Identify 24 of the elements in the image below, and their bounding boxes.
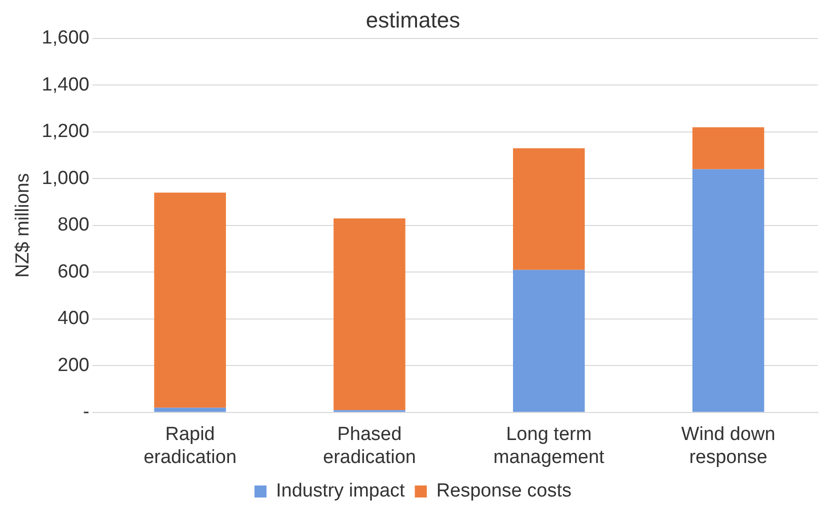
chart-title: estimates (366, 7, 460, 32)
x-tick-label: Long term management (493, 424, 606, 468)
legend-label: Industry impact (276, 480, 406, 502)
y-axis-title: NZ$ millions (12, 173, 34, 278)
bar (692, 127, 764, 170)
x-tick-label: Phased eradication (322, 424, 416, 468)
y-tick-label: 1,200 (42, 121, 90, 142)
x-tick-label: Rapid eradication (144, 424, 237, 468)
y-tick-label: 600 (58, 261, 90, 282)
bar (512, 270, 585, 412)
legend-label: Response costs (436, 480, 572, 502)
y-tick-label: - (83, 402, 90, 423)
y-tick-label: 800 (58, 214, 90, 236)
bar (334, 218, 406, 410)
bar (512, 148, 585, 270)
y-tick-label: 400 (58, 308, 90, 330)
y-tick-label: 200 (58, 354, 90, 376)
bar (154, 408, 226, 412)
bar (154, 192, 226, 408)
y-tick-label: 1,000 (42, 168, 90, 189)
bar (692, 169, 764, 412)
y-tick-label: 1,600 (42, 28, 90, 49)
x-tick-label: Wind down response (681, 424, 776, 468)
y-tick-label: 1,400 (42, 74, 90, 96)
